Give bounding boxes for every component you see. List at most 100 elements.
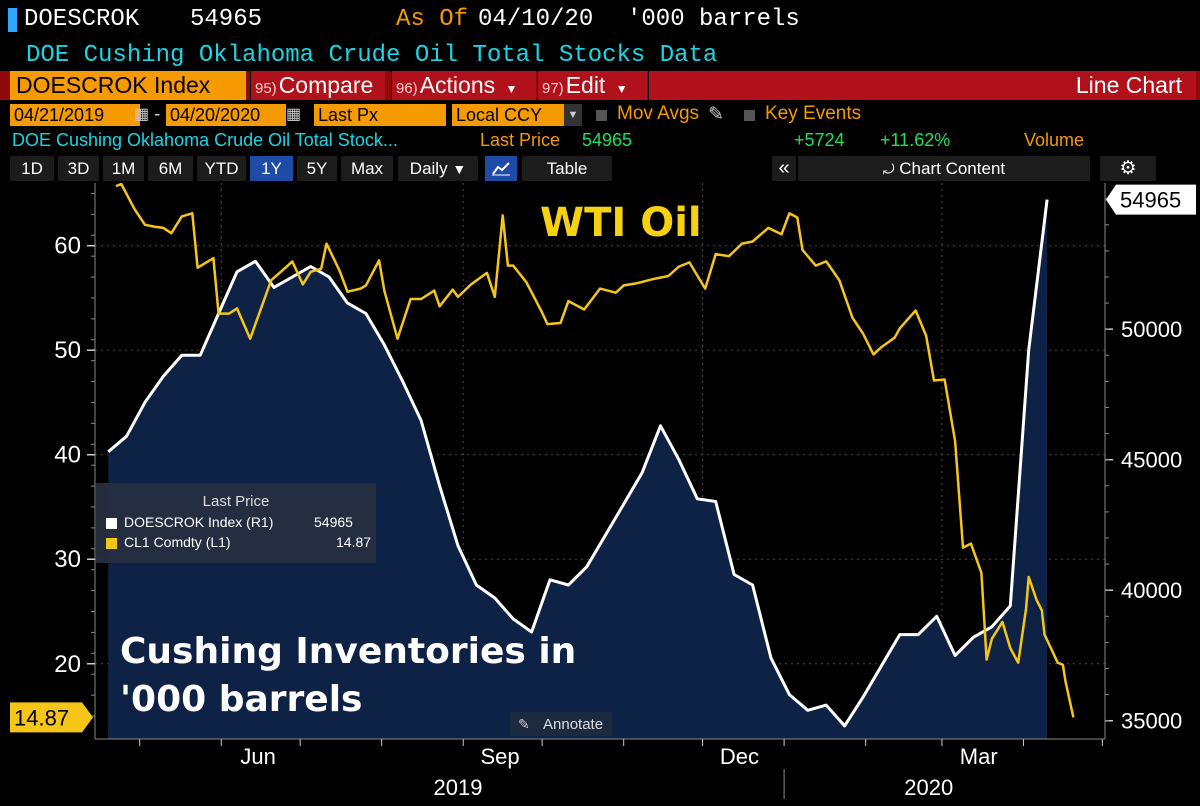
end-date-field[interactable]: 04/20/2020 (166, 104, 286, 126)
compare-label: Compare (278, 72, 374, 98)
wti-oil-annotation: WTI Oil (540, 200, 702, 246)
oil-series-line (115, 183, 1075, 718)
as-of-date: 04/10/20 (478, 6, 594, 33)
currency-select[interactable]: Local CCY (452, 104, 568, 126)
legend-swatch-oil (106, 538, 117, 549)
current-value: 54965 (190, 6, 263, 33)
pencil-icon: ✎ (518, 716, 530, 732)
security-field-text: DOESCROK Index (16, 72, 211, 98)
price-chart[interactable]: 20 30 40 50 60 35000 40000 45000 50000 Jun Sep Dec M… (0, 183, 1200, 806)
period-button-5y[interactable]: 5Y (297, 156, 337, 181)
chevron-down-icon[interactable]: ▼ (564, 104, 582, 126)
ticker: DOESCROK (24, 6, 140, 33)
year-label: 2019 (433, 775, 482, 800)
calendar-icon[interactable]: ▦ (286, 106, 302, 123)
period-button-3d[interactable]: 3D (58, 156, 99, 181)
price-info-bar: DOE Cushing Oklahoma Crude Oil Total Sto… (0, 130, 1200, 154)
start-date-text: 04/21/2019 (14, 105, 105, 125)
start-date-field[interactable]: 04/21/2019 (10, 104, 140, 126)
price-field-text: Last Px (318, 105, 379, 125)
legend-row-inventory: DOESCROK Index (R1) 54965 (106, 514, 366, 532)
left-tick-label: 60 (54, 233, 81, 260)
legend[interactable]: Last Price DOESCROK Index (R1) 54965 CL1… (96, 483, 376, 563)
inventory-annotation-line2: '000 barrels (120, 679, 362, 720)
left-tick-label: 20 (54, 651, 81, 678)
end-date-text: 04/20/2020 (170, 105, 261, 125)
compare-number: 95) (255, 80, 277, 97)
inventory-last-value-label: 54965 (1120, 188, 1181, 213)
period-button-max[interactable]: Max (341, 156, 393, 181)
left-tick-label: 40 (54, 442, 81, 469)
period-bar: 1D 3D 1M 6M YTD 1Y 5Y Max Daily ▼ Table « ⤾ Cha… (0, 156, 1200, 182)
edit-menu[interactable]: 97)Edit ▼ (537, 71, 647, 100)
as-of-label: As Of (396, 6, 469, 33)
function-toolbar: DOESCROK Index 95)Compare 96)Actions ▼ 9… (0, 71, 1200, 100)
legend-value-oil: 14.87 (336, 534, 372, 550)
chart-type-text: Line Chart (1075, 72, 1182, 98)
right-tick-label: 40000 (1121, 578, 1182, 603)
annotate-button-bg (510, 712, 612, 736)
axes: 20 30 40 50 60 35000 40000 45000 50000 Jun Sep Dec M… (10, 183, 1196, 800)
period-button-1m[interactable]: 1M (103, 156, 144, 181)
inventory-annotation-line1: Cushing Inventories in (120, 631, 576, 672)
table-text: Table (546, 159, 588, 178)
key-events-checkbox[interactable] (744, 110, 755, 121)
chevron-down-icon: ▼ (452, 161, 467, 177)
security-description: DOE Cushing Oklahoma Crude Oil Total Sto… (26, 42, 718, 69)
actions-menu[interactable]: 96)Actions ▼ (391, 71, 536, 100)
legend-name-inventory: DOESCROK Index (R1) (124, 514, 274, 530)
line-chart-glyph (492, 162, 510, 176)
line-chart-icon[interactable] (485, 156, 517, 181)
inventory-area (108, 199, 1048, 739)
annotate-label: Annotate (543, 716, 603, 733)
right-tick-label: 45000 (1121, 448, 1182, 473)
chart-content-button[interactable]: ⤾ Chart Content (798, 156, 1090, 181)
security-header: DOESCROK 54965 As Of 04/10/20 '000 barre… (0, 0, 1200, 40)
period-button-1y[interactable]: 1Y (250, 156, 293, 181)
oil-last-value-label: 14.87 (14, 705, 69, 730)
gear-icon[interactable]: ⚙ (1100, 156, 1156, 181)
volume-label: Volume (1024, 130, 1085, 150)
edit-label: Edit (565, 72, 606, 98)
mov-avgs-checkbox[interactable] (596, 110, 607, 121)
legend-row-oil: CL1 Comdty (L1) 14.87 (106, 534, 371, 552)
right-tick-label: 50000 (1121, 317, 1182, 342)
edit-number: 97) (542, 80, 564, 97)
legend-value-inventory: 54965 (314, 514, 353, 530)
inventory-series-line (107, 199, 1049, 728)
security-field[interactable]: DOESCROK Index (10, 71, 246, 100)
left-tick-label: 50 (54, 337, 81, 364)
compare-button[interactable]: 95)Compare (250, 71, 385, 100)
plot-area (107, 183, 1075, 739)
collapse-icon[interactable]: « (772, 156, 796, 181)
x-tick-label: Sep (480, 744, 519, 769)
inventory-last-value-tag (1106, 184, 1196, 215)
percent-change: +11.62% (880, 130, 951, 150)
oil-last-value-tag (10, 702, 93, 733)
chart-type-label[interactable]: Line Chart (648, 71, 1196, 100)
year-label: 2020 (904, 775, 953, 800)
last-price-value: 54965 (582, 130, 633, 150)
net-change: +5724 (794, 130, 845, 150)
chart-content-text: Chart Content (899, 159, 1006, 178)
calendar-icon[interactable]: ▦ (134, 106, 150, 123)
period-button-6m[interactable]: 6M (148, 156, 193, 181)
annotate-button[interactable]: ✎ Annotate (510, 712, 612, 736)
period-button-ytd[interactable]: YTD (197, 156, 246, 181)
table-button[interactable]: Table (522, 156, 612, 181)
x-tick-label: Jun (240, 744, 275, 769)
legend-title: Last Price (202, 493, 270, 510)
pencil-icon[interactable]: ✎ (708, 104, 724, 125)
selection-marker (8, 8, 17, 32)
units-label: '000 barrels (627, 6, 800, 33)
chevron-down-icon: ▼ (505, 82, 518, 96)
legend-swatch-inventory (106, 518, 117, 529)
security-name: DOE Cushing Oklahoma Crude Oil Total Sto… (12, 130, 398, 150)
frequency-text: Daily (409, 159, 448, 178)
left-tick-label: 30 (54, 546, 81, 573)
mov-avgs-label: Mov Avgs (617, 103, 700, 124)
frequency-select[interactable]: Daily ▼ (398, 156, 478, 181)
period-button-1d[interactable]: 1D (10, 156, 54, 181)
price-field-select[interactable]: Last Px (314, 104, 446, 126)
date-separator: - (154, 104, 161, 125)
